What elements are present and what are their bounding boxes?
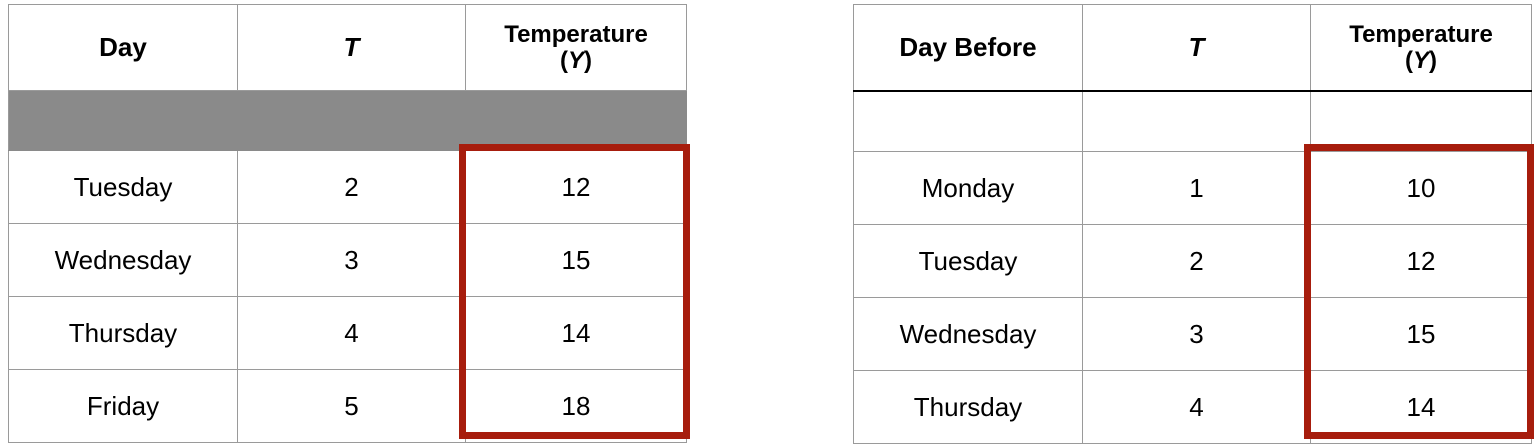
header-day-before: Day Before xyxy=(853,4,1083,92)
cell-temp: 14 xyxy=(1310,370,1532,444)
cell-t: 3 xyxy=(237,223,466,297)
cell-t: 2 xyxy=(237,150,466,224)
shaded-empty-row xyxy=(8,90,687,151)
lagged-table-left: Day T Temperature (Y) Tuesday 2 12 Wedne… xyxy=(8,4,687,443)
cell-day: Thursday xyxy=(8,296,238,370)
table-row: Wednesday 3 15 xyxy=(8,223,687,297)
cell-day: Thursday xyxy=(853,370,1083,444)
cell-temp: 15 xyxy=(1310,297,1532,371)
header-temperature: Temperature (Y) xyxy=(1310,4,1532,92)
header-t: T xyxy=(237,4,466,91)
header-t: T xyxy=(1082,4,1311,92)
cell-day: Tuesday xyxy=(8,150,238,224)
cell-t: 4 xyxy=(237,296,466,370)
cell-temp: 12 xyxy=(465,150,687,224)
cell-day: Monday xyxy=(853,151,1083,225)
cell-day: Wednesday xyxy=(8,223,238,297)
cell-day: Tuesday xyxy=(853,224,1083,298)
cell-t: 1 xyxy=(1082,151,1311,225)
table-row: Friday 5 18 xyxy=(8,369,687,443)
cell-t: 4 xyxy=(1082,370,1311,444)
header-row: Day Before T Temperature (Y) xyxy=(853,4,1532,92)
cell-t: 2 xyxy=(1082,224,1311,298)
header-temperature: Temperature (Y) xyxy=(465,4,687,91)
header-row: Day T Temperature (Y) xyxy=(8,4,687,91)
cell-t: 5 xyxy=(237,369,466,443)
table-row: Thursday 4 14 xyxy=(8,296,687,370)
cell-day: Friday xyxy=(8,369,238,443)
cell-day: Wednesday xyxy=(853,297,1083,371)
cell-temp: 15 xyxy=(465,223,687,297)
table-row: Tuesday 2 12 xyxy=(8,150,687,224)
cell-temp: 18 xyxy=(465,369,687,443)
empty-row xyxy=(853,90,1532,152)
lagged-table-right: Day Before T Temperature (Y) Monday 1 10… xyxy=(853,4,1532,444)
temperature-highlight-box-left xyxy=(459,144,690,439)
header-day: Day xyxy=(8,4,238,91)
table-row: Tuesday 2 12 xyxy=(853,224,1532,298)
temperature-highlight-box-right xyxy=(1304,144,1534,439)
cell-t: 3 xyxy=(1082,297,1311,371)
table-row: Thursday 4 14 xyxy=(853,370,1532,444)
cell-temp: 12 xyxy=(1310,224,1532,298)
